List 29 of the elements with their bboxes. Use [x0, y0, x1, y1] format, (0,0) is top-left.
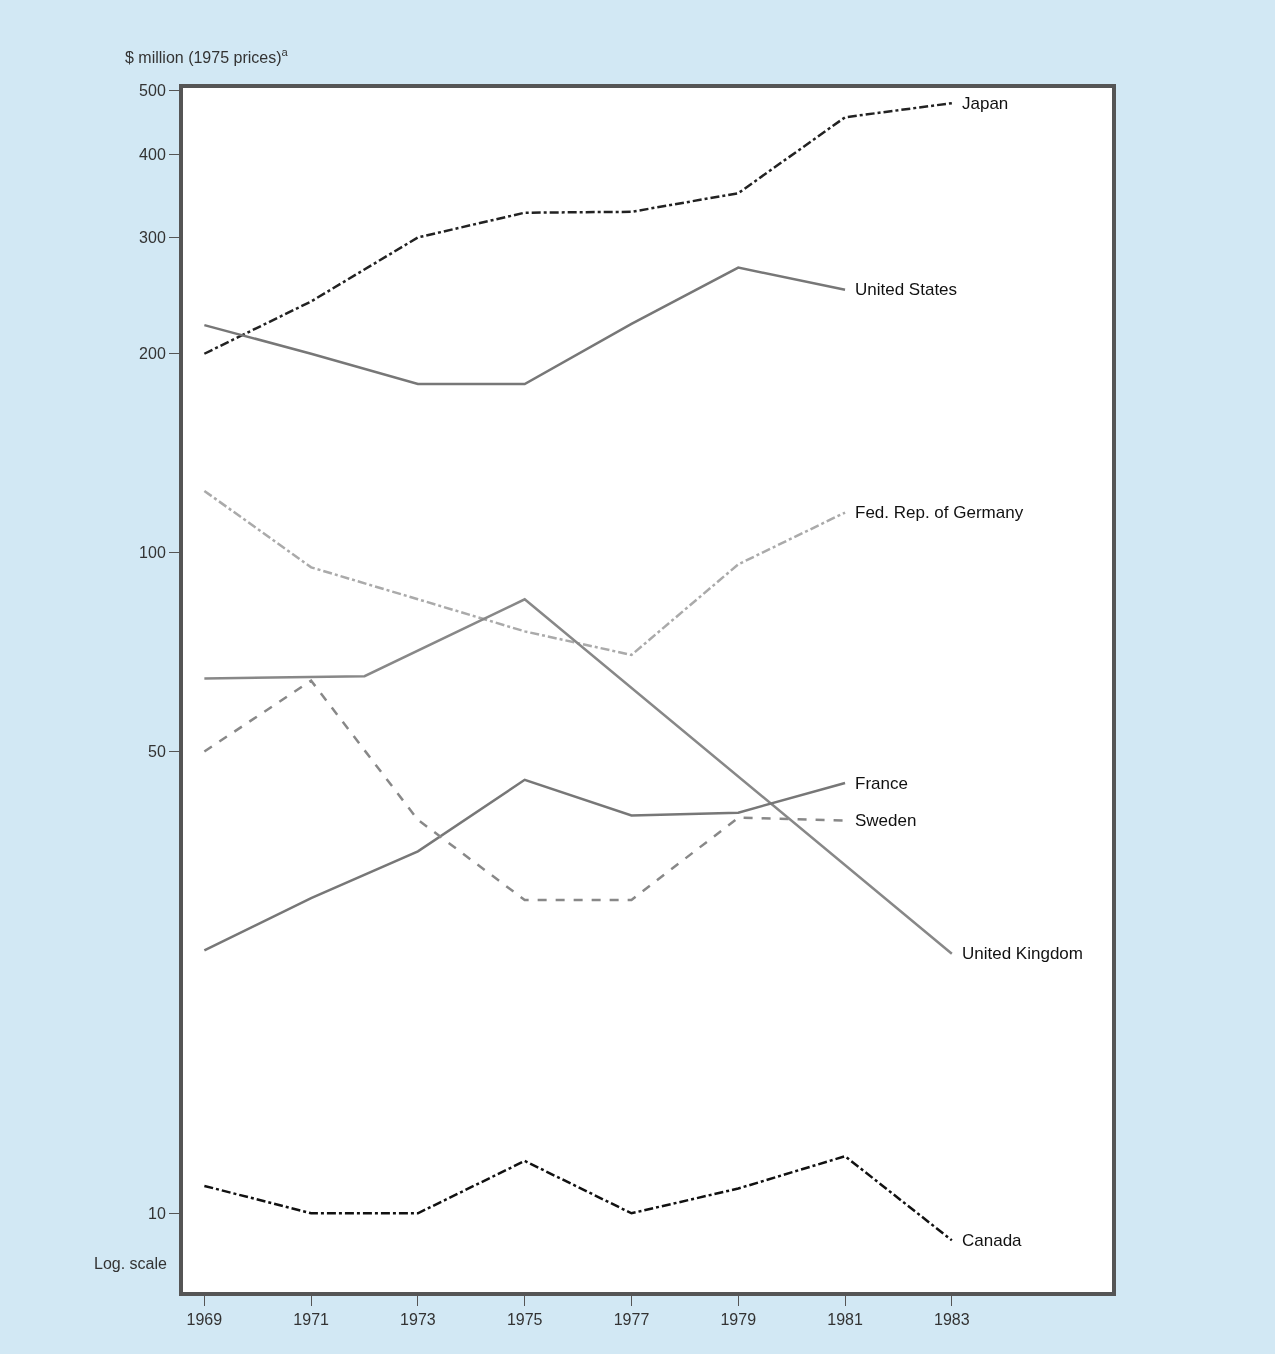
y-tick-label: 300	[139, 229, 166, 247]
x-tick-label: 1973	[400, 1311, 436, 1329]
y-tick-label: 200	[139, 345, 166, 363]
y-tick-label: 10	[148, 1204, 166, 1222]
x-tick-label: 1981	[827, 1311, 863, 1329]
line-series	[203, 778, 847, 952]
x-tick-label: 1979	[720, 1311, 757, 1329]
series-label: United States	[855, 280, 958, 299]
series-label: Sweden	[855, 811, 917, 830]
line-series	[203, 489, 847, 657]
y-tick-label: 100	[139, 544, 166, 562]
series-label: Japan	[962, 94, 1009, 113]
series-label: United Kingdom	[962, 944, 1083, 963]
x-tick-label: 1983	[934, 1311, 970, 1329]
line-series	[203, 598, 954, 956]
y-tick-label: 50	[148, 743, 166, 761]
series-label: Canada	[962, 1231, 1023, 1250]
x-tick-label: 1977	[613, 1311, 650, 1329]
series-label: Fed. Rep. of Germany	[855, 503, 1024, 522]
y-tick-label: 500	[139, 82, 166, 100]
x-tick-label: 1969	[186, 1311, 223, 1329]
y-axis-title: $ million (1975 prices)$^{a}$	[125, 46, 289, 66]
text: Log. scale	[94, 1255, 168, 1272]
line-series	[203, 1154, 954, 1242]
y-tick-label: 400	[139, 146, 166, 164]
series-label: France	[855, 774, 908, 793]
line-series	[203, 266, 847, 386]
x-tick-label: 1975	[506, 1311, 543, 1329]
x-tick-label: 1971	[293, 1311, 330, 1329]
